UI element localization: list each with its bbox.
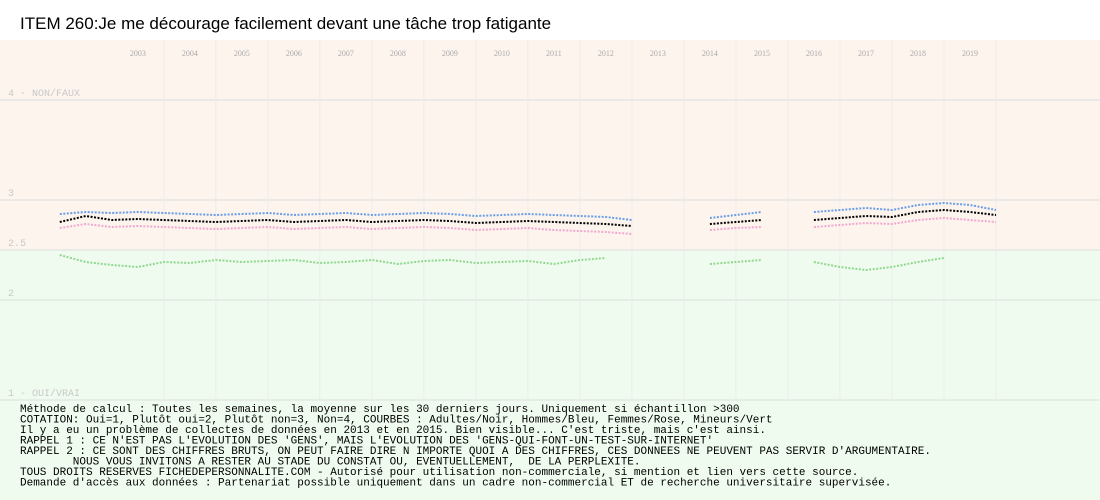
lower-band (0, 250, 1100, 500)
footnote: TOUS DROITS RESERVES FICHEDEPERSONNALITE… (20, 467, 858, 479)
x-tick-label: 2018 (910, 49, 926, 58)
x-tick-label: 2017 (858, 49, 874, 58)
x-tick-label: 2011 (546, 49, 562, 58)
x-tick-label: 2008 (390, 49, 406, 58)
x-tick-label: 2014 (702, 49, 718, 58)
upper-band (0, 40, 1100, 250)
x-tick-label: 2015 (754, 49, 770, 58)
series-line (59, 208, 997, 227)
footnote: RAPPEL 1 : CE N'EST PAS L'EVOLUTION DES … (20, 436, 713, 448)
x-tick-label: 2019 (962, 49, 978, 58)
series-line (59, 201, 997, 221)
series-line (59, 254, 945, 272)
series-line (59, 216, 997, 235)
footnote: NOUS VOUS INVITONS A RESTER AU STADE DU … (20, 457, 641, 469)
x-tick-label: 2016 (806, 49, 822, 58)
footnote: Demande d'accès aux données : Partenaria… (20, 478, 891, 490)
x-tick-label: 2004 (182, 49, 198, 58)
chart-title: ITEM 260:Je me décourage facilement deva… (20, 14, 551, 33)
x-tick-label: 2005 (234, 49, 250, 58)
x-tick-label: 2003 (130, 49, 146, 58)
x-tick-label: 2009 (442, 49, 458, 58)
y-tick-label: 1 - OUI/VRAI (8, 388, 80, 400)
footnote: Méthode de calcul : Toutes les semaines,… (20, 404, 740, 416)
y-tick-label: 2 (8, 289, 14, 300)
footnote: COTATION: Oui=1, Plutôt oui=2, Plutôt no… (20, 415, 773, 427)
y-tick-label: 4 - NON/FAUX (8, 88, 80, 100)
footnote: Il y a eu un problème de collectes de do… (20, 425, 766, 437)
x-tick-label: 2006 (286, 49, 302, 58)
y-tick-label: 3 (8, 189, 14, 200)
x-tick-label: 2010 (494, 49, 510, 58)
x-tick-label: 2007 (338, 49, 354, 58)
footnote: RAPPEL 2 : CE SONT DES CHIFFRES BRUTS, O… (20, 446, 931, 458)
x-tick-label: 2012 (598, 49, 614, 58)
y-tick-label: 2.5 (8, 239, 26, 250)
x-tick-label: 2013 (650, 49, 666, 58)
